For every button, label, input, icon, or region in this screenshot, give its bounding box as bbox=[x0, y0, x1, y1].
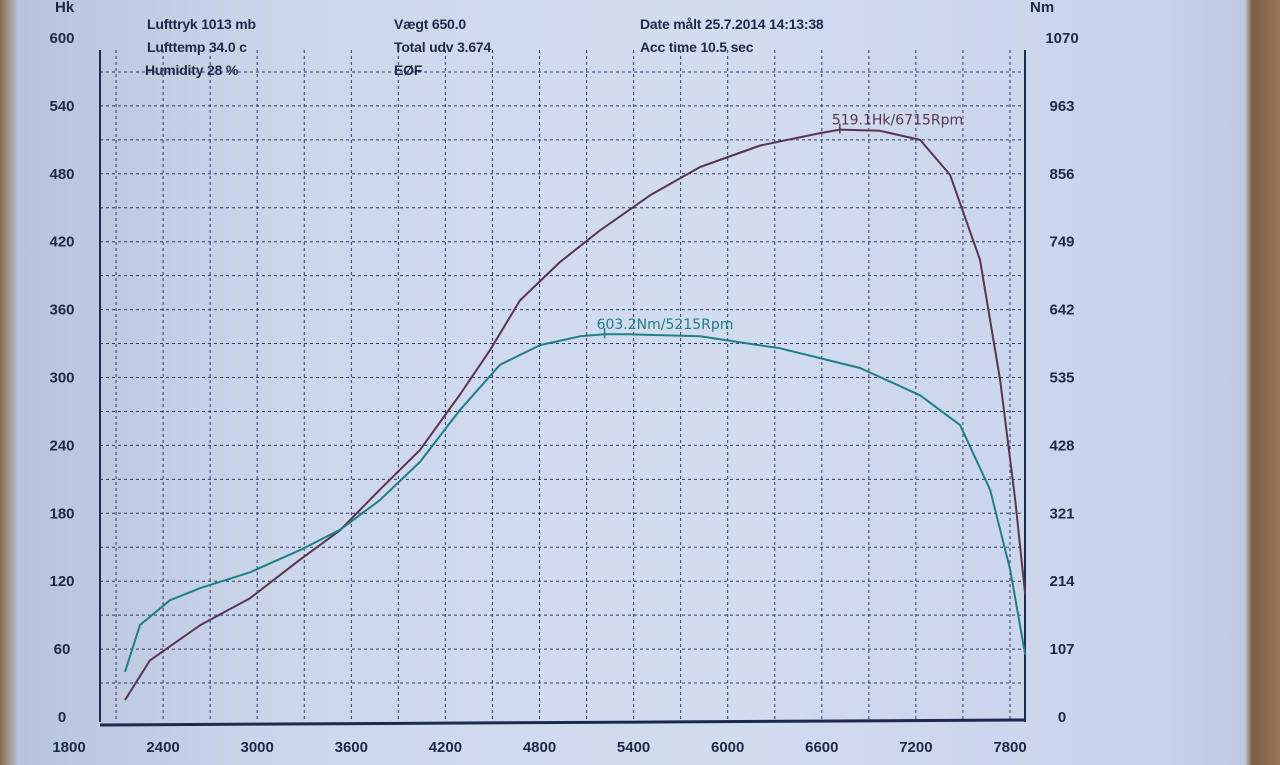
x-tick-label: 7800 bbox=[993, 739, 1026, 756]
y-tick-label: 300 bbox=[49, 370, 74, 387]
y-tick-label: 240 bbox=[49, 437, 74, 454]
x-tick-label: 6000 bbox=[711, 739, 744, 756]
vaegt-label: Vægt 650.0 bbox=[394, 16, 466, 32]
lufttemp-label: Lufttemp 34.0 c bbox=[147, 39, 247, 55]
humidity-label: Humidity 28 % bbox=[145, 62, 239, 78]
y2-tick-label: 535 bbox=[1049, 370, 1074, 387]
y-tick-label: 120 bbox=[49, 573, 74, 590]
total-udv-label: Total udv 3.674 bbox=[394, 39, 492, 55]
y-tick-label: 540 bbox=[49, 98, 74, 115]
eof-label: EØF bbox=[394, 62, 423, 78]
peak-annotation: 603.2Nm/5215Rpm bbox=[597, 317, 734, 333]
y-tick-label: 360 bbox=[49, 302, 74, 319]
x-tick-label: 2400 bbox=[146, 739, 179, 756]
x-tick-label: 4200 bbox=[429, 739, 462, 756]
y-tick-label: 60 bbox=[54, 641, 71, 658]
y-tick-label: 180 bbox=[49, 505, 74, 522]
y2-tick-label: 856 bbox=[1049, 166, 1074, 183]
bottom-axis bbox=[99, 718, 1026, 727]
y-tick-label: 480 bbox=[49, 166, 74, 183]
y-tick-label: 420 bbox=[49, 234, 74, 251]
y2-tick-label: 214 bbox=[1049, 573, 1075, 590]
y-axis-label: Hk bbox=[55, 0, 75, 16]
x-tick-label: 3000 bbox=[241, 739, 274, 756]
y2-tick-label: 1070 bbox=[1045, 30, 1078, 47]
x-tick-label: 4800 bbox=[523, 739, 556, 756]
y2-tick-label: 0 bbox=[1058, 709, 1066, 726]
y2-tick-label: 107 bbox=[1049, 641, 1074, 658]
acc-time-label: Acc time 10.5 sec bbox=[640, 39, 754, 55]
x-tick-label: 5400 bbox=[617, 739, 650, 756]
y2-tick-label: 428 bbox=[1049, 437, 1074, 454]
date-label: Date målt 25.7.2014 14:13:38 bbox=[640, 16, 824, 32]
y-tick-label: 600 bbox=[49, 30, 74, 47]
y2-tick-label: 321 bbox=[1049, 505, 1074, 522]
y2-axis-label: Nm bbox=[1030, 0, 1054, 16]
y2-tick-label: 963 bbox=[1049, 98, 1074, 115]
x-tick-label: 3600 bbox=[335, 739, 368, 756]
peak-annotation: 519.1Hk/6715Rpm bbox=[832, 113, 963, 129]
power-curve bbox=[124, 128, 1027, 701]
torque-curve bbox=[124, 333, 1027, 673]
y2-tick-label: 642 bbox=[1049, 302, 1074, 319]
y-tick-label: 0 bbox=[58, 709, 66, 726]
lufttryk-label: Lufttryk 1013 mb bbox=[147, 16, 256, 32]
y2-tick-label: 749 bbox=[1049, 234, 1074, 251]
x-tick-label: 6600 bbox=[805, 739, 838, 756]
x-tick-label: 1800 bbox=[52, 739, 85, 756]
x-tick-label: 7200 bbox=[899, 739, 932, 756]
